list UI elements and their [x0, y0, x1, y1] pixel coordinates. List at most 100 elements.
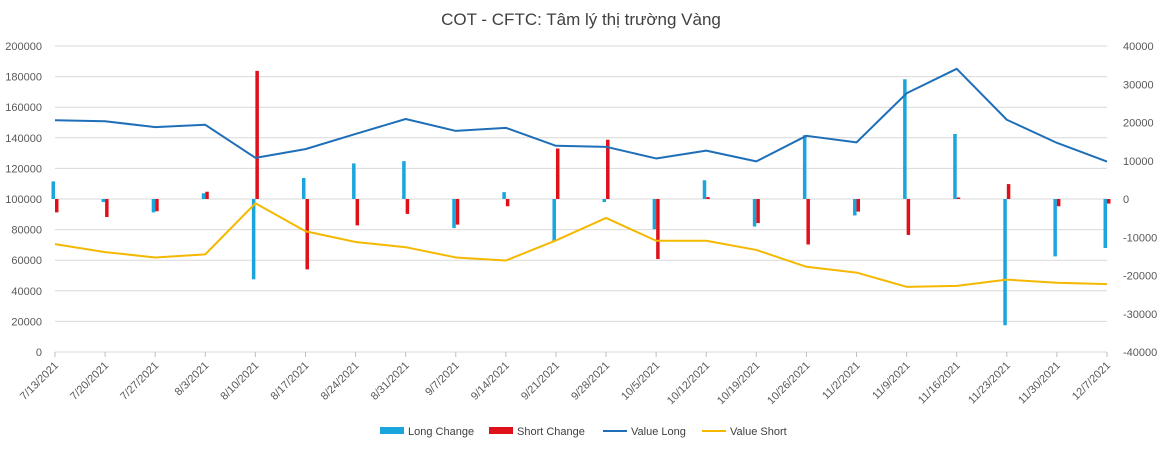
left-tick-label: 180000: [5, 72, 42, 84]
x-tick-label: 8/17/2021: [269, 360, 312, 403]
right-tick-label: 0: [1123, 194, 1129, 206]
short-change-bar: [305, 199, 309, 270]
bars-layer: [51, 70, 1111, 326]
x-tick-label: 8/24/2021: [319, 360, 362, 403]
x-tick-label: 9/28/2021: [569, 360, 612, 403]
x-tick-label: 8/31/2021: [369, 360, 412, 403]
right-axis-ticks: -40000 -30000 -20000 -10000 0 10000 20000 30000…: [1123, 41, 1157, 359]
x-tick-label: 10/26/2021: [765, 360, 812, 407]
short-change-legend-swatch: [489, 427, 513, 434]
long-change-bar: [301, 177, 306, 199]
long-change-bar: [352, 163, 356, 199]
right-tick-label: 20000: [1123, 118, 1154, 130]
long-change-bar: [1003, 199, 1007, 326]
long-change-bar: [602, 199, 607, 203]
short-change-bar: [806, 199, 810, 245]
long-change-bar: [903, 79, 907, 199]
x-tick-label: 9/14/2021: [469, 360, 512, 403]
short-change-bar: [555, 148, 560, 199]
short-change-bar: [355, 199, 360, 226]
x-tick-label: 10/19/2021: [715, 360, 762, 407]
short-change-bar: [956, 197, 961, 199]
x-tick-label: 11/16/2021: [916, 360, 963, 407]
right-tick-label: 30000: [1123, 79, 1154, 91]
left-tick-label: 160000: [5, 102, 42, 114]
right-tick-label: -20000: [1123, 271, 1157, 283]
long-change-bar: [502, 192, 506, 199]
short-change-bar: [255, 70, 259, 199]
x-tick-label: 9/7/2021: [423, 360, 462, 399]
value-short-line: [54, 202, 1108, 288]
long-change-bar: [953, 133, 957, 199]
value-long-legend-label: Value Long: [631, 426, 686, 438]
short-change-bar: [706, 197, 710, 199]
gridlines: [55, 45, 1107, 353]
right-tick-label: -10000: [1123, 232, 1157, 244]
short-change-bar: [55, 199, 59, 213]
lines-layer: [54, 67, 1108, 288]
long-change-legend-swatch: [380, 427, 404, 434]
long-change-legend-label: Long Change: [408, 426, 474, 438]
left-axis-ticks: 0 20000 40000 60000 80000 100000 120000 140000 1…: [5, 41, 42, 359]
short-change-bar: [405, 199, 410, 214]
x-tick-label: 10/12/2021: [665, 360, 712, 407]
chart-title: COT - CFTC: Tâm lý thị trường Vàng: [441, 10, 721, 29]
left-tick-label: 200000: [5, 41, 42, 53]
short-change-bar: [606, 139, 610, 199]
short-change-bar: [155, 199, 159, 212]
left-tick-label: 60000: [11, 255, 42, 267]
x-axis-ticks: 7/13/2021 7/20/2021 7/27/2021 8/3/2021 8/10/…: [18, 352, 1113, 407]
right-tick-label: -40000: [1123, 347, 1157, 359]
x-tick-label: 11/2/2021: [820, 360, 863, 403]
value-long-line: [54, 67, 1108, 163]
right-tick-label: -30000: [1123, 309, 1157, 321]
long-change-bar: [802, 135, 807, 199]
short-change-bar: [205, 191, 209, 199]
x-tick-label: 11/9/2021: [870, 360, 913, 403]
long-change-bar: [201, 193, 206, 199]
short-change-bar: [906, 199, 911, 235]
long-change-bar: [652, 199, 657, 230]
long-change-bar: [101, 199, 106, 203]
short-change-bar: [756, 199, 760, 224]
long-change-bar: [452, 199, 456, 229]
short-change-legend-label: Short Change: [517, 426, 585, 438]
long-change-bar: [1103, 199, 1107, 248]
short-change-bar: [1006, 184, 1011, 199]
left-tick-label: 100000: [5, 194, 42, 206]
short-change-bar: [105, 199, 109, 217]
long-change-bar: [251, 199, 256, 280]
x-tick-label: 7/27/2021: [118, 360, 161, 403]
x-tick-label: 7/20/2021: [68, 360, 111, 403]
left-tick-label: 20000: [11, 316, 42, 328]
x-tick-label: 11/30/2021: [1016, 360, 1063, 407]
x-tick-label: 7/13/2021: [18, 360, 61, 403]
long-change-bar: [151, 199, 156, 213]
left-tick-label: 120000: [5, 163, 42, 175]
left-tick-label: 0: [36, 347, 42, 359]
short-change-bar: [505, 199, 510, 207]
short-change-bar: [1107, 199, 1111, 204]
left-tick-label: 80000: [11, 225, 42, 237]
long-change-bar: [402, 161, 406, 199]
long-change-bar: [853, 199, 857, 216]
x-tick-label: 9/21/2021: [519, 360, 562, 403]
long-change-bar: [51, 181, 55, 199]
long-change-bar: [752, 199, 757, 227]
short-change-bar: [455, 199, 460, 225]
legend: Long Change Short Change Value Long Value S…: [380, 426, 787, 438]
short-change-bar: [856, 199, 861, 212]
x-tick-label: 8/10/2021: [218, 360, 261, 403]
long-change-bar: [702, 180, 707, 199]
value-short-legend-label: Value Short: [730, 426, 787, 438]
left-tick-label: 40000: [11, 286, 42, 298]
x-tick-label: 10/5/2021: [619, 360, 662, 403]
x-tick-label: 11/23/2021: [966, 360, 1013, 407]
right-tick-label: 10000: [1123, 156, 1154, 168]
short-change-bar: [656, 199, 660, 260]
x-tick-label: 12/7/2021: [1070, 360, 1113, 403]
long-change-bar: [552, 199, 556, 242]
left-tick-label: 140000: [5, 133, 42, 145]
